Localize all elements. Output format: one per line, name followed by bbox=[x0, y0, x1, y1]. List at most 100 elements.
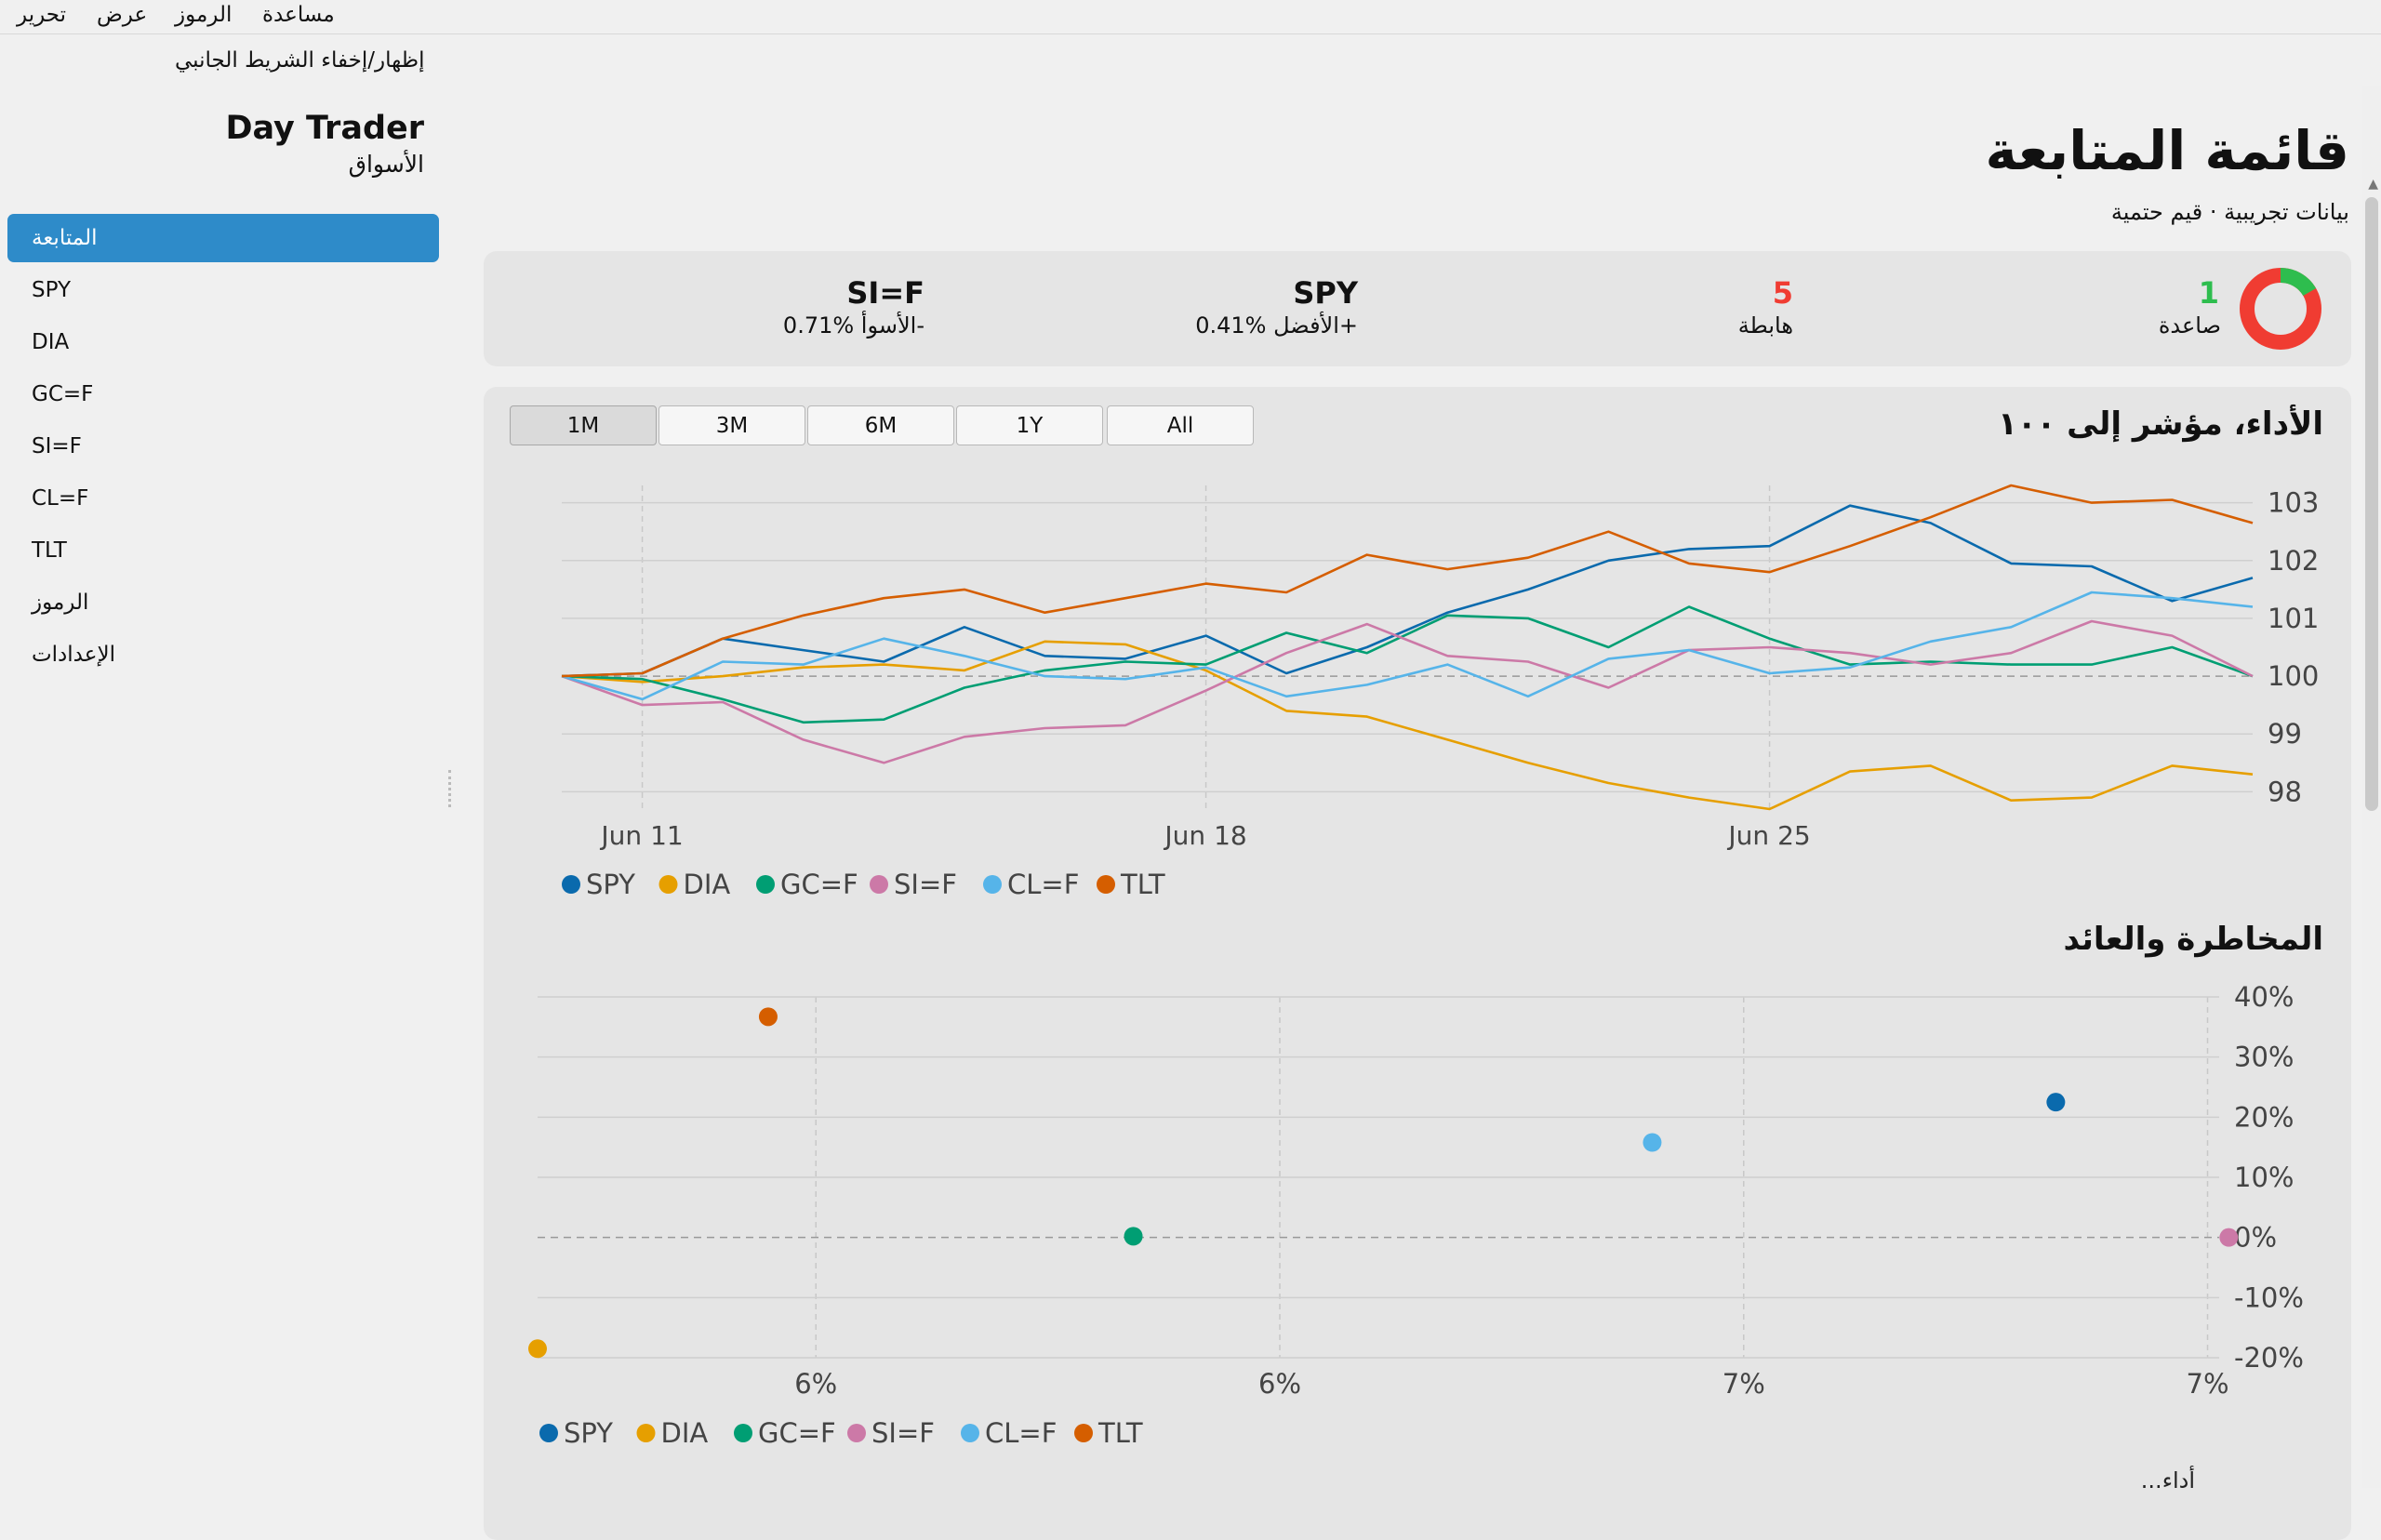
down-label: هابطة bbox=[1737, 312, 1793, 339]
legend-marker-tlt bbox=[1074, 1424, 1093, 1442]
main-scrollbar[interactable]: ▲ bbox=[2362, 86, 2381, 1488]
x-tick-label: 7% bbox=[1723, 1368, 1765, 1400]
legend-label-cl-f: CL=F bbox=[1007, 869, 1079, 900]
page-subtitle: بيانات تجريبية · قيم حتمية bbox=[2110, 199, 2349, 225]
y-tick-label: -10% bbox=[2234, 1281, 2304, 1313]
worst-symbol: SI=F bbox=[846, 275, 924, 311]
scatter-point-spy bbox=[2046, 1093, 2066, 1112]
menu-bar: تحرير عرض الرموز مساعدة bbox=[0, 0, 2381, 34]
series-line-spy bbox=[561, 504, 2254, 678]
scatter-point-si-f bbox=[2219, 1228, 2239, 1247]
range-1y-button[interactable]: 1Y bbox=[956, 405, 1103, 445]
sidebar-item-symbols[interactable]: الرموز bbox=[32, 591, 89, 615]
legend-marker-si-f bbox=[870, 875, 888, 894]
sidebar-item-crude[interactable]: CL=F bbox=[32, 486, 89, 511]
legend-label-tlt: TLT bbox=[1120, 869, 1165, 900]
legend-label-gc-f: GC=F bbox=[780, 869, 858, 900]
series-line-si-f bbox=[561, 619, 2254, 764]
menu-view[interactable]: عرض bbox=[97, 3, 148, 27]
up-label: صاعدة bbox=[2158, 312, 2221, 339]
x-tick-label: Jun 11 bbox=[599, 820, 683, 851]
legend-marker-cl-f bbox=[961, 1424, 979, 1442]
range-6m-button[interactable]: 6M bbox=[807, 405, 954, 445]
sidebar-item-dia[interactable]: DIA bbox=[32, 330, 70, 354]
y-tick-label: 10% bbox=[2234, 1162, 2294, 1193]
page-title: قائمة المتابعة bbox=[1985, 119, 2349, 182]
next-section-title: ...أداء bbox=[2140, 1467, 2195, 1494]
y-tick-label: 40% bbox=[2234, 981, 2294, 1013]
app-title: Day Trader bbox=[225, 110, 424, 147]
scatter-point-gc-f bbox=[1124, 1227, 1143, 1246]
scatter-point-dia bbox=[528, 1339, 547, 1359]
app-subtitle: الأسواق bbox=[348, 151, 424, 178]
sidebar-splitter-handle[interactable] bbox=[448, 770, 455, 807]
scatter-point-cl-f bbox=[1643, 1133, 1662, 1152]
charts-card bbox=[484, 387, 2351, 1540]
legend-marker-si-f bbox=[847, 1424, 866, 1442]
sidebar-item-gold[interactable]: GC=F bbox=[32, 382, 94, 406]
legend-marker-tlt bbox=[1097, 875, 1115, 894]
series-line-dia bbox=[561, 640, 2254, 811]
sidebar-toggle-button[interactable]: إظهار/إخفاء الشريط الجانبي bbox=[175, 48, 425, 73]
legend-label-si-f: SI=F bbox=[871, 1417, 935, 1449]
scroll-up-icon[interactable]: ▲ bbox=[2368, 177, 2378, 192]
legend-marker-spy bbox=[562, 875, 580, 894]
scatter-point-tlt bbox=[758, 1007, 778, 1027]
legend-label-spy: SPY bbox=[586, 869, 635, 900]
x-tick-label: Jun 25 bbox=[1726, 820, 1810, 851]
legend-marker-dia bbox=[658, 875, 678, 894]
worst-change: الأسوأ %0.71- bbox=[782, 312, 924, 339]
legend-label-tlt: TLT bbox=[1097, 1417, 1143, 1449]
down-count: 5 bbox=[1772, 275, 1793, 311]
sidebar-item-settings[interactable]: الإعدادات bbox=[32, 643, 115, 667]
risk-chart-title: المخاطرة والعائد bbox=[2063, 921, 2324, 958]
summary-card: 1 صاعدة 5 هابطة SPY الأفضل %0.41+ SI=F ا… bbox=[484, 251, 2351, 366]
y-tick-label: 100 bbox=[2268, 660, 2319, 692]
up-down-donut bbox=[2240, 267, 2321, 350]
legend-label-spy: SPY bbox=[564, 1417, 613, 1449]
risk-return-scatter-chart: 6% 6% 7% 7%-20%-10%0%10%20%30%40%SPY DIA GC=F… bbox=[528, 981, 2304, 1449]
x-tick-label: 6% bbox=[1258, 1368, 1301, 1400]
range-all-button[interactable]: All bbox=[1107, 405, 1254, 445]
legend-marker-dia bbox=[636, 1424, 656, 1442]
legend-label-dia: DIA bbox=[684, 869, 731, 900]
sidebar-item-spy[interactable]: SPY bbox=[32, 278, 72, 302]
x-tick-label: Jun 18 bbox=[1163, 820, 1246, 851]
y-tick-label: 20% bbox=[2234, 1101, 2294, 1133]
legend-label-cl-f: CL=F bbox=[985, 1417, 1057, 1449]
up-count: 1 bbox=[2198, 275, 2219, 311]
menu-symbols[interactable]: الرموز bbox=[175, 3, 233, 27]
sidebar-item-silver[interactable]: SI=F bbox=[32, 434, 82, 458]
y-tick-label: -20% bbox=[2234, 1342, 2304, 1374]
series-line-gc-f bbox=[561, 605, 2254, 724]
scrollbar-thumb[interactable] bbox=[2365, 197, 2378, 811]
legend-label-dia: DIA bbox=[661, 1417, 709, 1449]
y-tick-label: 0% bbox=[2234, 1222, 2277, 1254]
sidebar-item-watchlist[interactable]: المتابعة bbox=[7, 214, 439, 262]
series-line-tlt bbox=[561, 484, 2254, 678]
legend-label-si-f: SI=F bbox=[894, 869, 957, 900]
y-tick-label: 30% bbox=[2234, 1042, 2294, 1073]
legend-marker-spy bbox=[539, 1424, 558, 1442]
y-tick-label: 101 bbox=[2268, 603, 2319, 634]
x-tick-label: 6% bbox=[794, 1368, 837, 1400]
best-change: الأفضل %0.41+ bbox=[1195, 312, 1358, 339]
legend-marker-gc-f bbox=[756, 875, 775, 894]
range-3m-button[interactable]: 3M bbox=[658, 405, 805, 445]
legend-marker-cl-f bbox=[983, 875, 1002, 894]
legend-marker-gc-f bbox=[734, 1424, 752, 1442]
sidebar-item-tlt[interactable]: TLT bbox=[32, 538, 67, 563]
performance-line-chart: Jun 11 Jun 18 Jun 25 98 99 100 101 102 103 SPY DIA… bbox=[561, 484, 2319, 900]
y-tick-label: 102 bbox=[2268, 545, 2319, 577]
range-1m-button[interactable]: 1M bbox=[510, 405, 657, 445]
menu-edit[interactable]: تحرير bbox=[17, 3, 67, 27]
performance-chart-title: الأداء، مؤشر إلى ١٠٠ bbox=[1998, 405, 2323, 443]
menu-help[interactable]: مساعدة bbox=[262, 3, 335, 27]
y-tick-label: 98 bbox=[2268, 776, 2302, 807]
legend-label-gc-f: GC=F bbox=[758, 1417, 836, 1449]
series-line-cl-f bbox=[561, 591, 2254, 701]
x-tick-label: 7% bbox=[2187, 1368, 2229, 1400]
y-tick-label: 103 bbox=[2268, 487, 2319, 519]
y-tick-label: 99 bbox=[2268, 718, 2302, 750]
best-symbol: SPY bbox=[1293, 275, 1358, 311]
